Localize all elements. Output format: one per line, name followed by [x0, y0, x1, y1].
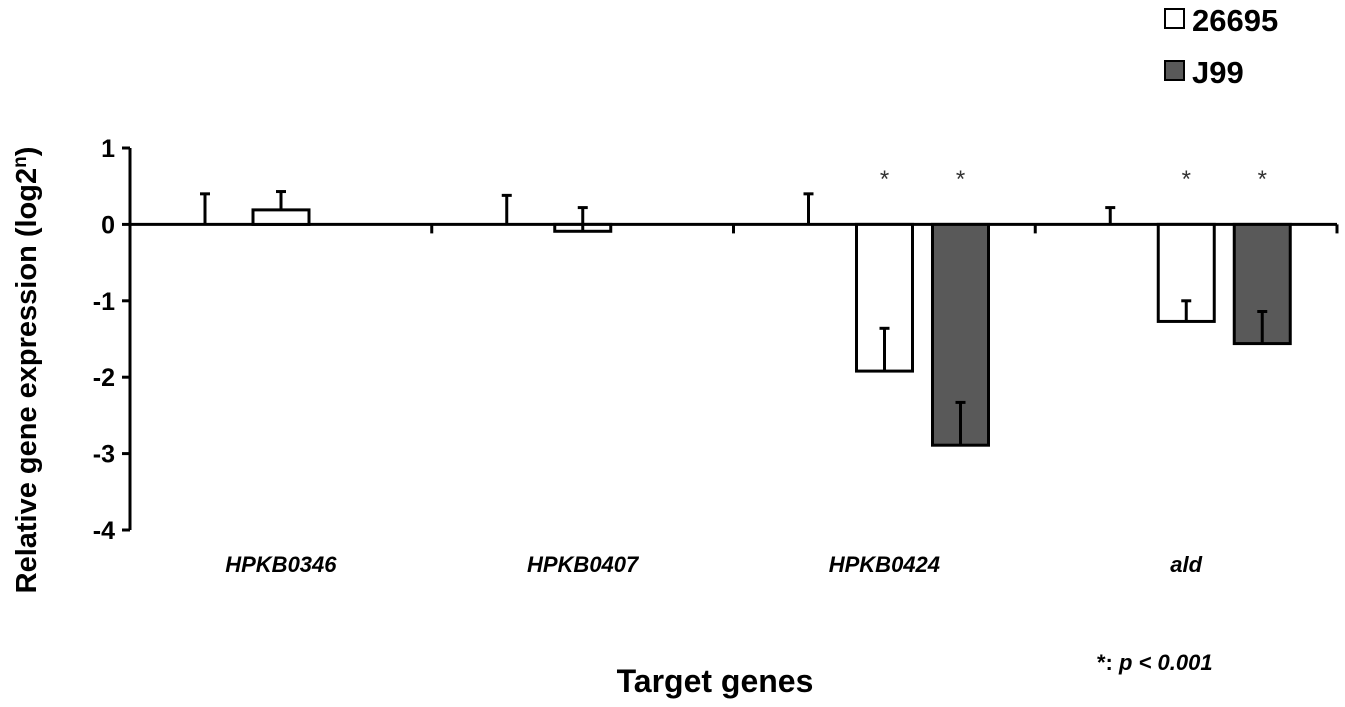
- category-label: HPKB0407: [527, 552, 640, 577]
- bars: [200, 190, 1292, 447]
- y-tick-label: 1: [101, 135, 115, 163]
- x-axis-title: Target genes: [617, 663, 814, 699]
- bar-j99-hpkb0424: [931, 222, 990, 447]
- y-tick-label: -1: [93, 288, 115, 316]
- axes: [122, 146, 1339, 532]
- legend-label-j99: J99: [1192, 55, 1244, 90]
- legend: 26695 J99: [1164, 3, 1278, 90]
- y-axis-title: Relative gene expression (log2n): [10, 147, 43, 594]
- significance-asterisk: *: [956, 166, 965, 193]
- y-tick-label: -4: [93, 517, 115, 545]
- legend-swatch-j99: [1164, 60, 1185, 81]
- y-tick-label: -3: [93, 441, 115, 469]
- significance-asterisk: *: [880, 166, 889, 193]
- category-label: HPKB0424: [829, 552, 940, 577]
- category-label: HPKB0346: [225, 552, 337, 577]
- bar-26695-hpkb0346: [251, 208, 311, 226]
- category-label: ald: [1170, 552, 1202, 577]
- significance-asterisk: *: [1182, 166, 1191, 193]
- significance-asterisk: *: [1258, 166, 1267, 193]
- labels: 1 0 -1 -2 -3 -4 HPKB0346 HPKB0407 HPKB0424 * * ald *…: [93, 135, 1267, 577]
- legend-swatch-26695: [1164, 8, 1185, 29]
- significance-note: *: p < 0.001: [1097, 650, 1213, 675]
- y-tick-label: -2: [93, 364, 115, 392]
- y-tick-label: 0: [101, 211, 115, 239]
- legend-label-26695: 26695: [1192, 3, 1278, 38]
